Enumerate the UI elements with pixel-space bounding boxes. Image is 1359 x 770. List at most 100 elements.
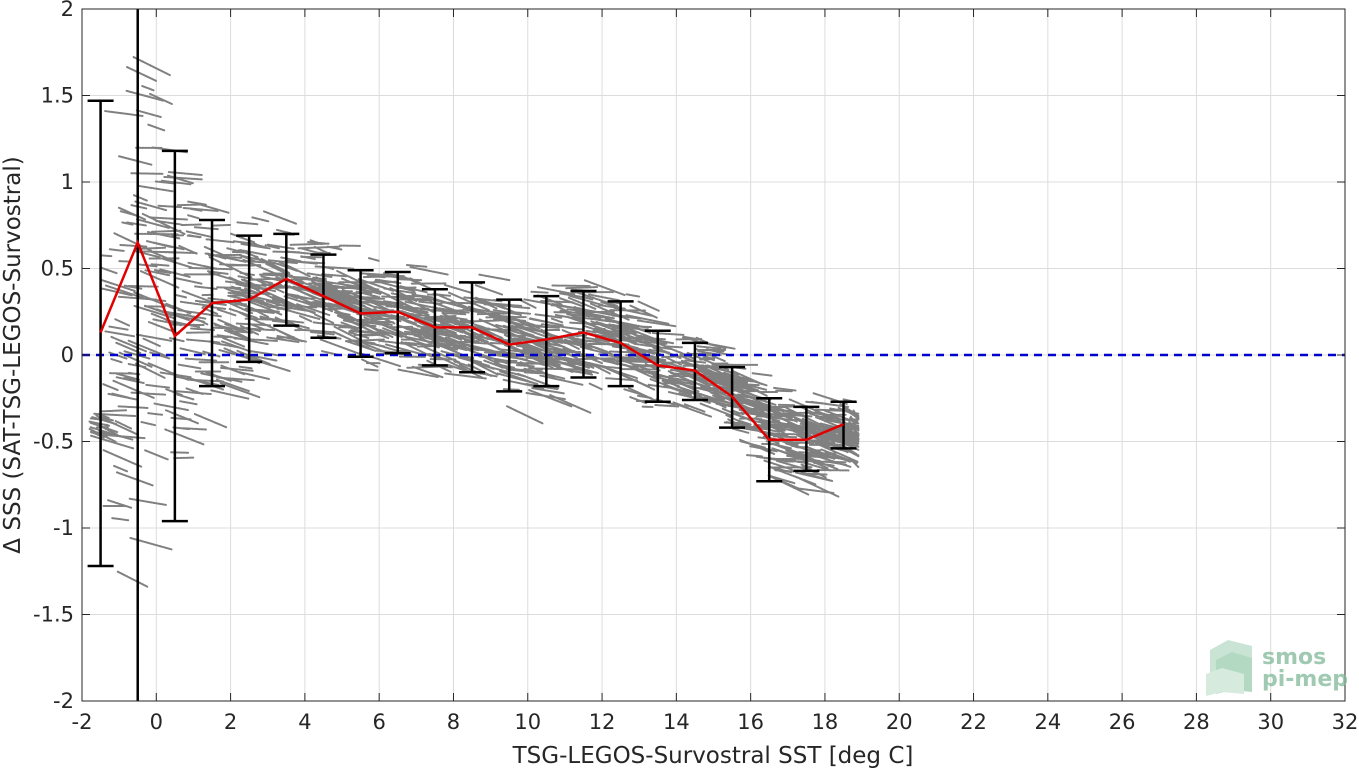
scatter-trace [160,179,192,186]
scatter-trace [132,56,171,77]
scatter-trace [446,340,490,345]
scatter-trace [540,323,584,331]
scatter-trace [139,270,181,290]
x-tick-label: 30 [1257,710,1284,734]
scatter-trace [237,275,273,285]
scatter-trace [567,296,597,310]
x-tick-label: 20 [886,710,913,734]
scatter-trace [483,328,504,340]
scatter-trace [363,368,379,372]
scatter-trace [505,343,533,357]
scatter-trace [134,232,179,236]
scatter-trace [135,333,173,342]
scatter-trace [548,353,577,363]
scatter-trace [138,263,158,268]
scatter-trace [523,298,558,307]
scatter-trace [791,426,804,433]
scatter-trace [145,240,173,249]
scatter-trace [298,315,313,323]
scatter-trace [219,382,261,399]
scatter-trace [610,338,634,343]
scatter-trace [621,359,651,372]
scatter-trace [114,420,133,430]
scatter-trace [699,402,734,418]
scatter-trace [561,329,579,338]
scatter-trace [111,517,130,522]
scatter-trace [625,314,670,325]
scatter-trace [550,317,564,324]
scatter-trace [250,323,265,331]
scatter-trace [117,405,150,410]
x-tick-label: 4 [298,710,311,734]
scatter-trace [528,389,573,408]
scatter-trace [155,219,182,226]
scatter-trace [108,248,126,252]
scatter-trace [193,413,228,429]
scatter-trace [761,404,794,420]
scatter-trace [592,329,615,339]
scatter-trace [102,383,119,392]
scatter-trace [115,341,142,354]
scatter-trace [187,214,201,220]
scatter-trace [443,283,474,295]
scatter-trace [374,279,416,293]
scatter-trace [156,308,190,322]
scatter-trace [459,328,489,343]
scatter-trace [506,405,544,425]
scatter-trace [474,284,504,296]
scatter-trace [448,291,490,312]
scatter-trace [336,291,371,295]
scatter-trace [408,314,433,326]
scatter-trace [251,216,270,223]
scatter-trace [313,299,346,310]
scatter-trace [162,257,194,269]
scatter-trace [444,372,488,380]
scatter-trace [441,311,468,316]
scatter-trace [670,372,714,391]
scatter-trace [108,325,129,331]
scatter-trace [319,338,362,356]
x-tick-label: 28 [1183,710,1210,734]
scatter-trace [182,206,219,212]
scatter-trace [261,322,303,343]
scatter-trace [152,318,183,327]
scatter-trace [130,172,164,175]
scatter-trace [681,355,694,362]
scatter-trace [549,339,584,357]
scatter-trace [496,372,539,385]
scatter-trace [309,239,323,246]
scatter-trace [177,363,202,370]
scatter-trace [410,326,429,334]
y-tick-label: -0.5 [33,430,74,454]
scatter-trace [394,315,417,325]
scatter-trace [239,271,255,276]
scatter-trace [220,364,246,376]
scatter-trace [441,357,484,379]
scatter-trace [176,393,196,401]
y-tick-label: 1 [61,170,74,194]
scatter-trace [478,273,511,282]
scatter-trace [238,311,266,327]
scatter-trace [212,341,242,349]
scatter-trace [186,234,202,239]
scatter-trace [530,290,549,294]
scatter-trace [648,348,671,354]
scatter-trace [404,300,445,311]
scatter-trace [110,358,123,364]
scatter-trace [511,305,532,310]
scatter-trace [113,232,153,252]
scatter-trace [574,339,615,356]
logo-line2: pi-mep [1262,667,1348,692]
x-tick-label: 0 [150,710,163,734]
scatter-trace [104,110,144,117]
x-axis-title: TSG-LEGOS-Survostral SST [deg C] [512,743,914,769]
scatter-trace [115,376,145,384]
scatter-trace [296,294,309,300]
scatter-trace [123,284,143,290]
scatter-trace [193,226,220,231]
x-tick-label: 2 [224,710,237,734]
scatter-trace [636,319,677,328]
scatter-trace [820,416,842,423]
scatter-trace [474,297,498,310]
scatter-trace [814,408,842,412]
